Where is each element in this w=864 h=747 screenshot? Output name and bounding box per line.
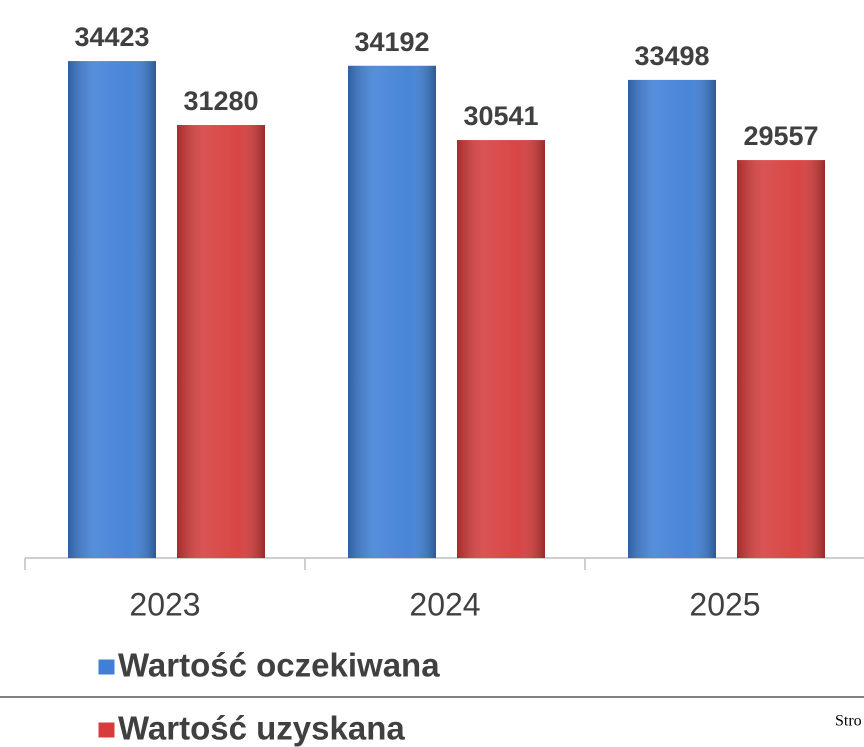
x-tick-label: 2023 — [129, 586, 200, 622]
footer-text: Stro — [835, 713, 862, 730]
data-label: 34192 — [354, 27, 429, 57]
data-label: 31280 — [183, 86, 258, 116]
bar-shade — [737, 160, 825, 558]
bar-shade — [628, 79, 716, 559]
data-label: 29557 — [743, 121, 818, 151]
data-label: 34423 — [74, 22, 149, 52]
x-tick-label: 2025 — [689, 586, 760, 622]
bar-shade — [177, 125, 265, 558]
bar-shade — [457, 140, 545, 559]
x-tick-label: 2024 — [409, 586, 480, 622]
legend-label: Wartość oczekiwana — [118, 647, 440, 684]
data-label: 33498 — [634, 41, 709, 71]
bar-shade — [68, 61, 156, 559]
legend: Wartość oczekiwana — [97, 647, 440, 684]
legend-label: Wartość uzyskana — [118, 710, 405, 747]
legend-swatch — [97, 658, 116, 676]
legend-swatch — [97, 721, 116, 739]
bar-shade — [348, 65, 436, 559]
data-label: 30541 — [463, 101, 538, 131]
